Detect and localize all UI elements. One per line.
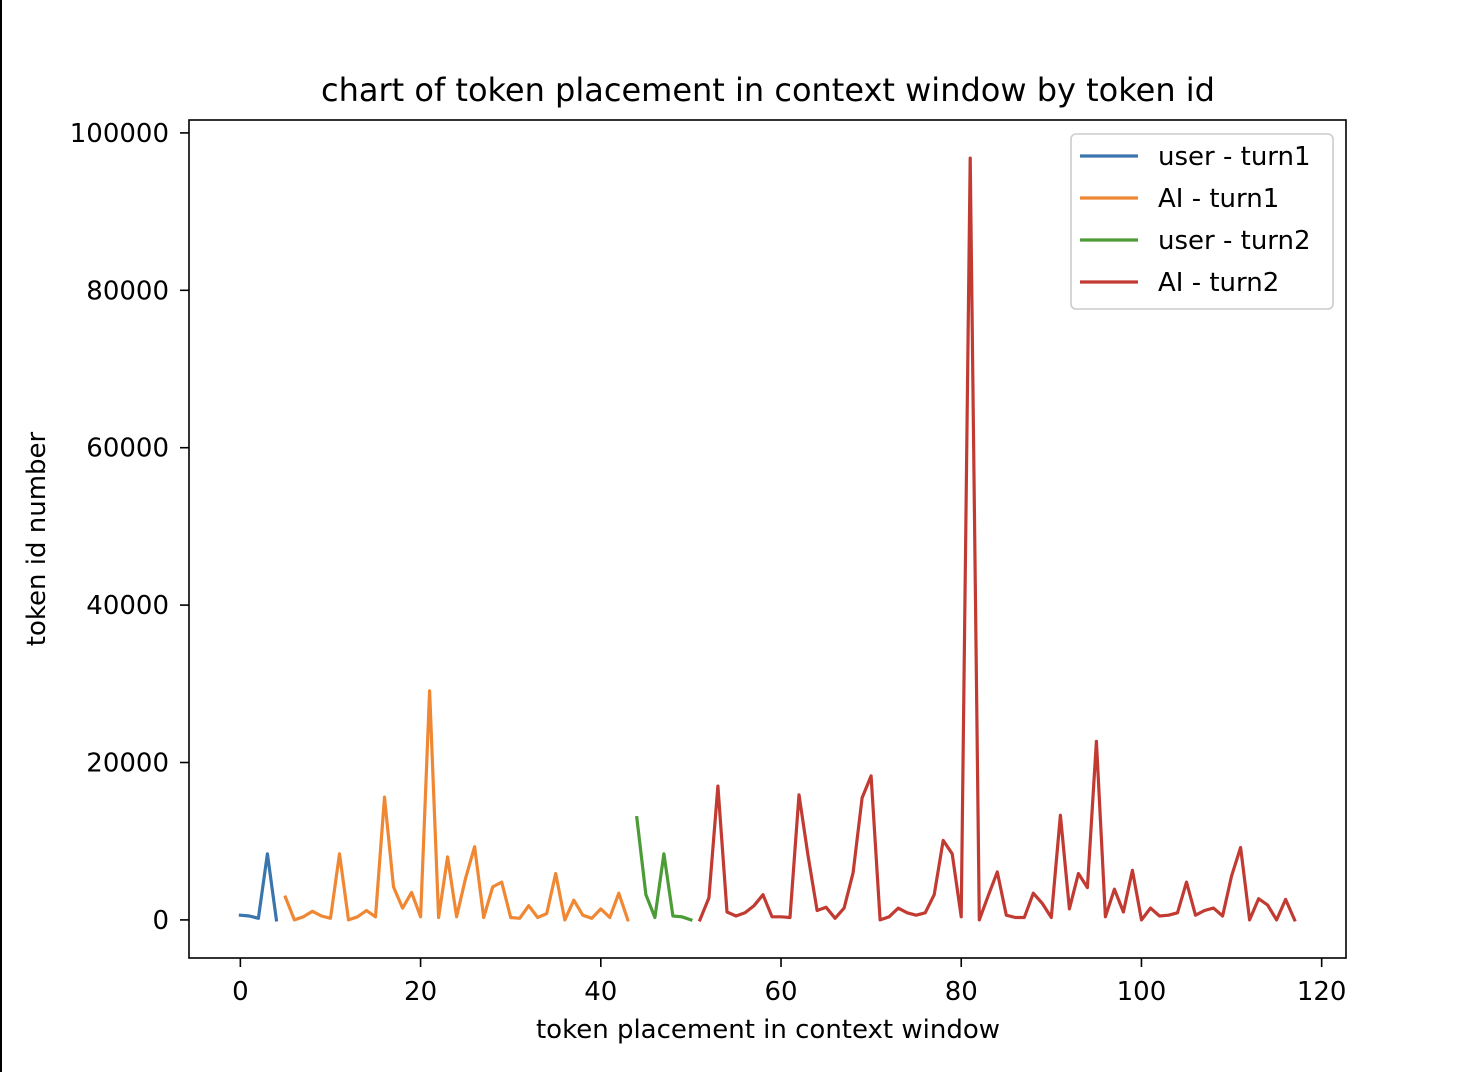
legend-label: user - turn2	[1158, 226, 1311, 256]
legend-label: AI - turn1	[1158, 184, 1279, 214]
plot-lines	[238, 156, 1297, 923]
legend-box	[1070, 133, 1334, 310]
y-tick-label: 0	[152, 906, 169, 936]
x-tick-label: 100	[1117, 977, 1167, 1007]
series-line-2	[283, 689, 630, 922]
x-tick-label: 0	[232, 977, 249, 1007]
y-tick-label: 40000	[86, 591, 169, 621]
y-axis: 0 20000 40000 60000 80000 100000	[70, 119, 189, 936]
y-tick-label: 100000	[70, 119, 169, 149]
x-tick-label: 20	[404, 977, 437, 1007]
x-axis: 0 20 40 60 80 100 120	[232, 958, 1346, 1007]
series-line-4	[697, 156, 1297, 923]
x-tick-label: 60	[764, 977, 797, 1007]
legend: user - turn1 AI - turn1 user - turn2 AI - t…	[1070, 133, 1334, 310]
x-tick-label: 40	[584, 977, 617, 1007]
window-edge-line	[0, 0, 2, 1072]
y-tick-label: 20000	[86, 749, 169, 779]
y-tick-label: 80000	[86, 276, 169, 306]
series-line-3	[635, 815, 693, 922]
x-tick-label: 120	[1297, 977, 1347, 1007]
legend-label: AI - turn2	[1158, 268, 1279, 298]
legend-label: user - turn1	[1158, 142, 1311, 172]
series-line-1	[238, 852, 279, 922]
y-tick-label: 60000	[86, 434, 169, 464]
chart-title: chart of token placement in context wind…	[321, 71, 1215, 109]
plot-frame	[188, 119, 1347, 959]
x-axis-label: token placement in context window	[536, 1015, 1000, 1045]
x-tick-label: 80	[945, 977, 978, 1007]
y-axis-label: token id number	[22, 431, 52, 646]
